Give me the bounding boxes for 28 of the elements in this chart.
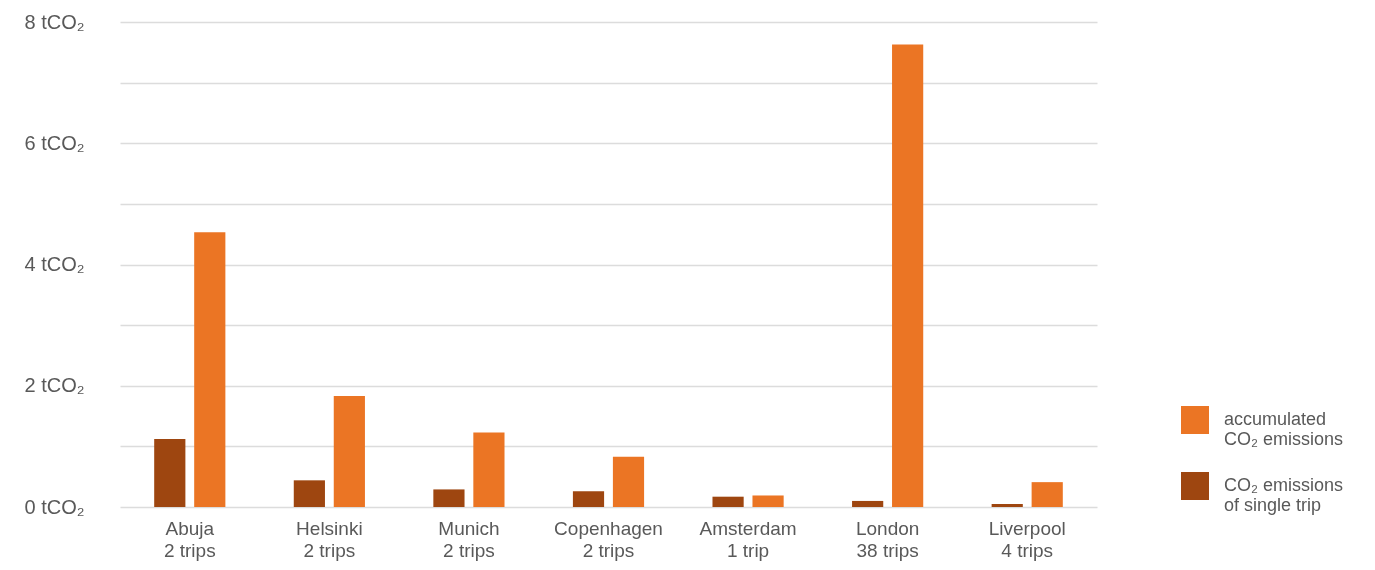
x-tick-label: Amsterdam 1 trip (699, 517, 797, 561)
y-tick-label: 4 tCO₂ (24, 253, 85, 275)
x-tick-label: Abuja 2 trips (163, 517, 216, 561)
bar (293, 480, 325, 507)
bar (473, 432, 505, 507)
bar (852, 500, 884, 507)
x-tick-label: London 38 trips (855, 517, 920, 561)
bar (1031, 482, 1063, 507)
bar (712, 496, 744, 507)
x-tick-label: Copenhagen 2 trips (554, 517, 663, 561)
y-tick-label: 2 tCO₂ (24, 374, 85, 397)
x-tick-label: Munich 2 trips (438, 517, 500, 561)
x-tick-label: Helsinki 2 trips (296, 517, 363, 561)
x-tick-label: Liverpool 4 trips (988, 517, 1066, 561)
bar (892, 44, 924, 507)
bar (333, 396, 365, 507)
bar (154, 439, 186, 507)
legend-label: CO₂ emissions of single trip (1224, 475, 1344, 515)
y-tick-label: 0 tCO₂ (24, 495, 85, 518)
bar (752, 495, 784, 507)
y-tick-label: 6 tCO₂ (24, 131, 85, 154)
y-tick-label: 8 tCO₂ (24, 10, 85, 33)
legend-label: accumulated CO₂ emissions (1224, 409, 1344, 449)
bar (991, 503, 1023, 507)
bar (433, 489, 465, 507)
bar (572, 491, 605, 507)
bar (194, 232, 226, 507)
bar (612, 456, 645, 507)
